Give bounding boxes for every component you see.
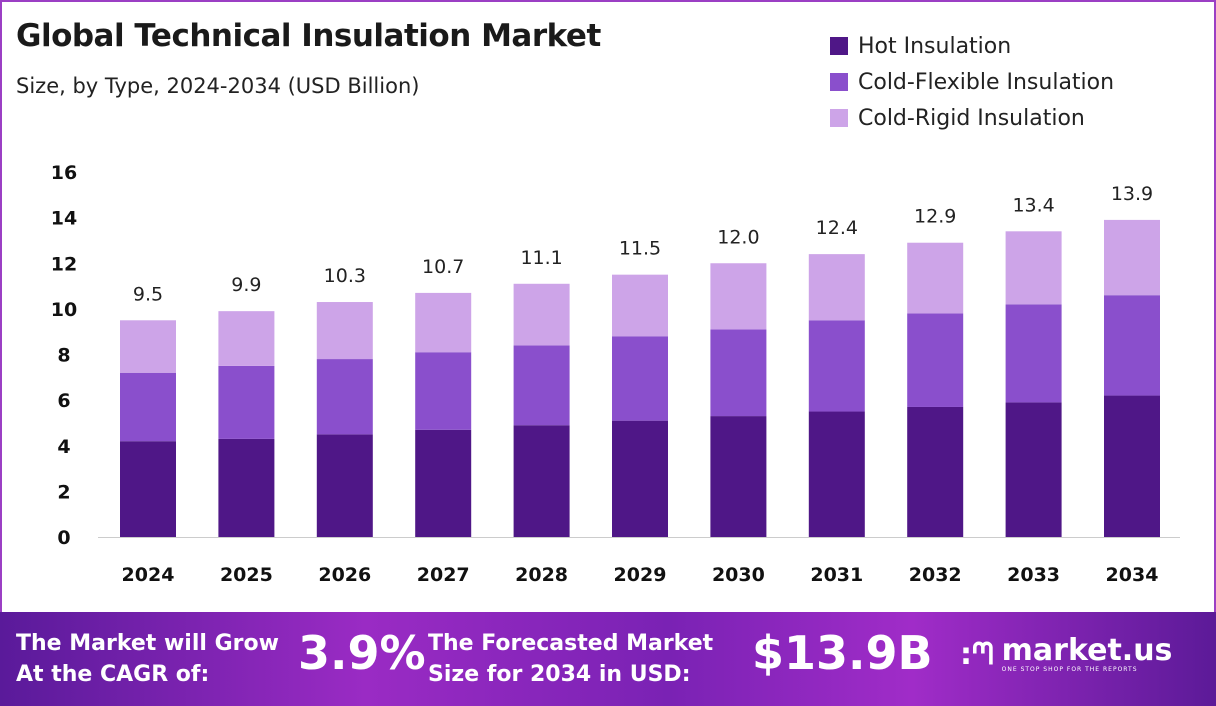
bar-segment [316,302,373,360]
x-tick-label: 2027 [417,564,470,586]
total-label: 10.7 [422,256,464,278]
bar-segment [1005,402,1062,537]
x-tick-label: 2030 [712,564,765,586]
bar-segment [316,434,373,537]
bar-segment [218,311,275,366]
chart-title: Global Technical Insulation Market [16,18,601,54]
total-label: 11.1 [520,247,562,269]
cagr-label: The Market will Grow At the CAGR of: [16,631,279,687]
bar-segment [513,425,570,537]
bar-segment [415,352,472,430]
legend-label: Cold-Rigid Insulation [858,105,1085,131]
bar-segment [316,359,373,435]
brand-logo: :ᘉ market.us ONE STOP SHOP FOR THE REPOR… [960,633,1173,674]
forecast-label: The Forecasted Market Size for 2034 in U… [428,631,714,687]
chart-frame [0,0,1216,612]
legend-swatch [830,37,848,55]
total-label: 12.4 [816,217,858,239]
y-tick-label: 16 [51,162,77,184]
bar-segment [612,336,668,421]
total-label: 12.9 [914,206,956,228]
y-tick-label: 14 [51,208,77,230]
legend: Hot Insulation Cold-Flexible Insulation … [830,28,1114,136]
bar-segment [415,292,472,353]
y-tick-label: 6 [57,390,70,412]
bar-segment [808,320,865,412]
x-tick-label: 2032 [909,564,962,586]
legend-label: Hot Insulation [858,33,1012,59]
bar-segment [710,263,767,330]
bar-segment [907,313,964,407]
bar-segment [120,320,176,373]
bar-segment [120,372,176,442]
bar-segment [1104,219,1160,296]
total-label: 13.9 [1111,183,1153,205]
total-label: 13.4 [1012,194,1054,216]
forecast-value: $13.9B [752,626,933,680]
bar-segment [808,411,865,537]
bar-segment [612,274,668,337]
y-tick-label: 4 [57,436,70,458]
bar-segment [710,416,767,537]
y-tick-label: 2 [57,481,70,503]
x-tick-label: 2024 [122,564,175,586]
footer-banner: The Market will Grow At the CAGR of: 3.9… [0,612,1216,706]
y-tick-label: 10 [51,299,77,321]
x-tick-label: 2026 [318,564,371,586]
legend-label: Cold-Flexible Insulation [858,69,1115,95]
bar-segment [415,429,472,537]
chart-plot: 0 2 4 6 8 10 12 14 16 9.5 2024 9.9 2025 10.3 2026 10.7 2… [51,162,1180,586]
legend-item-cold-rigid: Cold-Rigid Insulation [830,100,1114,136]
bar-segment [907,242,964,314]
bar-segment [513,345,570,426]
legend-swatch [830,109,848,127]
total-label: 11.5 [619,238,661,260]
bar-segment [1005,304,1062,403]
bar-segment [907,406,964,537]
y-tick-label: 8 [57,345,70,367]
total-label: 10.3 [324,265,366,287]
x-tick-label: 2031 [810,564,863,586]
total-label: 9.5 [133,283,163,305]
bar-segment [808,254,865,321]
bar-segment [218,365,275,439]
bar-segment [612,420,668,537]
bar-segment [1005,231,1062,305]
x-tick-label: 2025 [220,564,273,586]
bar-segment [120,441,176,537]
brand-tagline: ONE STOP SHOP FOR THE REPORTS [1001,666,1138,673]
legend-swatch [830,73,848,91]
chart-subtitle: Size, by Type, 2024-2034 (USD Billion) [16,74,420,98]
total-label: 9.9 [231,274,261,296]
cagr-value: 3.9% [298,626,426,680]
bar-segment [710,329,767,417]
y-tick-label: 12 [51,253,77,275]
bar-segment [1104,395,1160,537]
x-tick-label: 2028 [515,564,568,586]
legend-item-cold-flexible: Cold-Flexible Insulation [830,64,1114,100]
brand-name: market.us [1001,633,1173,668]
legend-item-hot: Hot Insulation [830,28,1114,64]
bar-segment [1104,295,1160,396]
y-tick-label: 0 [57,527,70,549]
x-tick-label: 2029 [614,564,667,586]
total-label: 12.0 [717,226,759,248]
x-tick-label: 2034 [1106,564,1159,586]
brand-logo-icon: :ᘉ [960,637,994,672]
bar-segment [218,438,275,537]
x-tick-label: 2033 [1007,564,1060,586]
bar-segment [513,283,570,346]
